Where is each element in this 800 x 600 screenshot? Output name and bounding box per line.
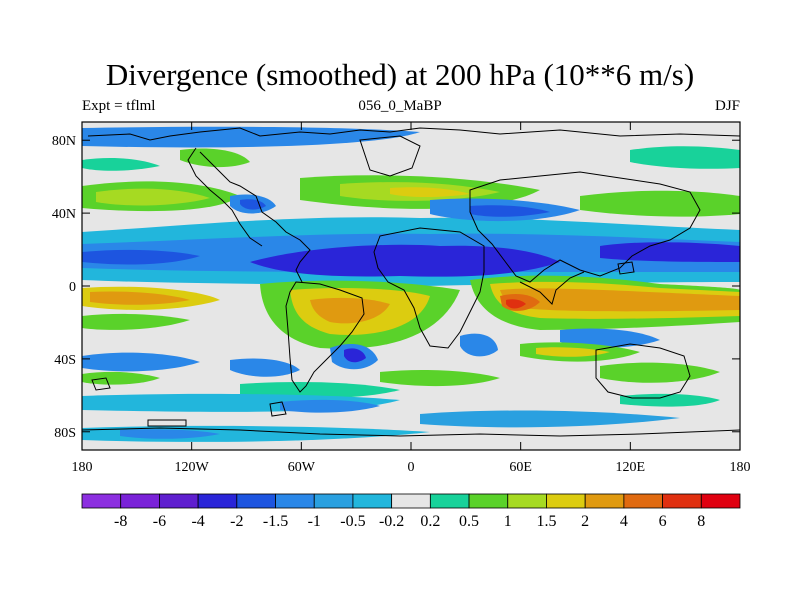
contour-fill xyxy=(82,249,200,265)
colorbar-level-label: -1 xyxy=(308,513,321,530)
greenland-outline xyxy=(359,135,421,177)
contour-fill xyxy=(600,242,740,262)
australia-outline xyxy=(595,343,691,399)
contour-fill xyxy=(380,370,500,387)
lon-tick-label: 120E xyxy=(616,460,646,475)
colorbar-level-label: 8 xyxy=(697,513,705,530)
contour-fill xyxy=(620,393,720,407)
contour-fill xyxy=(420,410,680,428)
colorbar-swatch xyxy=(546,493,586,509)
colorbar-swatch xyxy=(468,493,509,509)
contour-fill xyxy=(344,348,366,363)
contour-fill xyxy=(470,205,550,217)
contour-fill xyxy=(560,328,660,348)
antarctica-outline xyxy=(82,427,740,437)
lon-tick-label: 0 xyxy=(408,460,415,475)
lon-tick-label: 180 xyxy=(72,460,93,475)
colorbar-swatch xyxy=(391,493,431,509)
colorbar-swatch xyxy=(120,493,160,509)
lon-tick-label: 60E xyxy=(509,460,532,475)
colorbar-level-label: 6 xyxy=(659,513,667,530)
experiment-label: Expt = tflml xyxy=(82,98,156,114)
island-outline xyxy=(91,377,111,391)
colorbar-swatch xyxy=(700,493,741,509)
lat-tick-label: 40S xyxy=(54,353,76,368)
lat-tick-label: 80S xyxy=(54,426,76,441)
africa-outline xyxy=(373,227,485,349)
colorbar-swatch xyxy=(352,493,393,509)
contour-fill xyxy=(230,358,300,377)
coastline-outline xyxy=(82,127,740,437)
contour-fill xyxy=(82,352,200,372)
lon-tick-label: 180 xyxy=(730,460,751,475)
contour-fill xyxy=(82,126,420,148)
colorbar-level-label: 1 xyxy=(504,513,512,530)
colorbar-level-label: -0.2 xyxy=(379,513,404,530)
colorbar-swatch xyxy=(507,493,547,509)
north-america-outline xyxy=(199,151,311,283)
colorbar-swatch xyxy=(429,493,470,509)
contour-fill xyxy=(82,158,160,171)
colorbar-swatch xyxy=(623,493,663,509)
plot-title: Divergence (smoothed) at 200 hPa (10**6 … xyxy=(105,57,695,92)
colorbar: -8 -6 -4 -2 -1.5 -1 -0.5 -0.2 0.2 0.5 1 1.5 2 4 6 8 xyxy=(81,493,741,530)
contour-fill xyxy=(506,299,526,309)
case-label: 056_0_MaBP xyxy=(358,98,442,114)
colorbar-swatch xyxy=(584,493,625,509)
colorbar-level-label: -8 xyxy=(114,513,127,530)
coastline xyxy=(87,127,740,141)
colorbar-swatch xyxy=(159,493,199,509)
contour-fill xyxy=(580,190,740,217)
colorbar-level-label: 2 xyxy=(581,513,589,530)
contour-fill xyxy=(536,347,610,357)
divergence-contour-field xyxy=(82,122,740,450)
lon-tick-label: 60W xyxy=(288,460,316,475)
colorbar-swatch xyxy=(313,493,354,509)
contour-fill xyxy=(240,199,266,210)
contour-fill xyxy=(120,429,220,439)
contour-fill xyxy=(82,371,160,385)
lon-tick-label: 120W xyxy=(175,460,210,475)
island-outline xyxy=(147,419,187,427)
season-label: DJF xyxy=(714,98,740,114)
colorbar-level-label: -2 xyxy=(230,513,243,530)
colorbar-level-label: -0.5 xyxy=(340,513,365,530)
colorbar-swatch xyxy=(236,493,276,509)
contour-fill xyxy=(630,146,740,169)
colorbar-swatch xyxy=(275,493,315,509)
colorbar-level-label: -6 xyxy=(153,513,166,530)
contour-fill xyxy=(310,297,390,324)
contour-fill xyxy=(90,291,190,305)
colorbar-swatch xyxy=(662,493,702,509)
lat-tick-label: 80N xyxy=(52,134,76,149)
contour-fill xyxy=(82,313,190,330)
colorbar-level-label: -4 xyxy=(191,513,204,530)
contour-fill xyxy=(460,333,498,357)
contour-fill xyxy=(500,288,740,312)
colorbar-level-label: 1.5 xyxy=(536,513,556,530)
contour-fill xyxy=(96,188,210,206)
contour-fill xyxy=(250,244,560,277)
axis-ticks: 180 120W 60W 0 60E 120E 180 80N 40N 0 40S 80S xyxy=(52,122,751,475)
colorbar-level-label: 0.2 xyxy=(420,513,440,530)
lat-tick-label: 40N xyxy=(52,207,76,222)
contour-fill xyxy=(280,399,380,413)
arabia-india-outline xyxy=(519,271,585,305)
contour-fill xyxy=(240,382,400,399)
colorbar-level-label: 4 xyxy=(620,513,628,530)
island-outline xyxy=(617,261,635,275)
lat-tick-label: 0 xyxy=(69,280,76,295)
eurasia-outline xyxy=(469,171,701,283)
colorbar-swatch xyxy=(197,493,238,509)
contour-fill xyxy=(390,187,470,197)
contour-fill xyxy=(600,362,720,383)
colorbar-level-label: 0.5 xyxy=(459,513,479,530)
island-outline xyxy=(269,401,287,417)
contour-fill xyxy=(180,148,250,168)
south-america-outline xyxy=(285,281,365,393)
colorbar-level-label: -1.5 xyxy=(263,513,288,530)
colorbar-swatch xyxy=(81,493,122,509)
north-america-west-outline xyxy=(187,147,263,247)
